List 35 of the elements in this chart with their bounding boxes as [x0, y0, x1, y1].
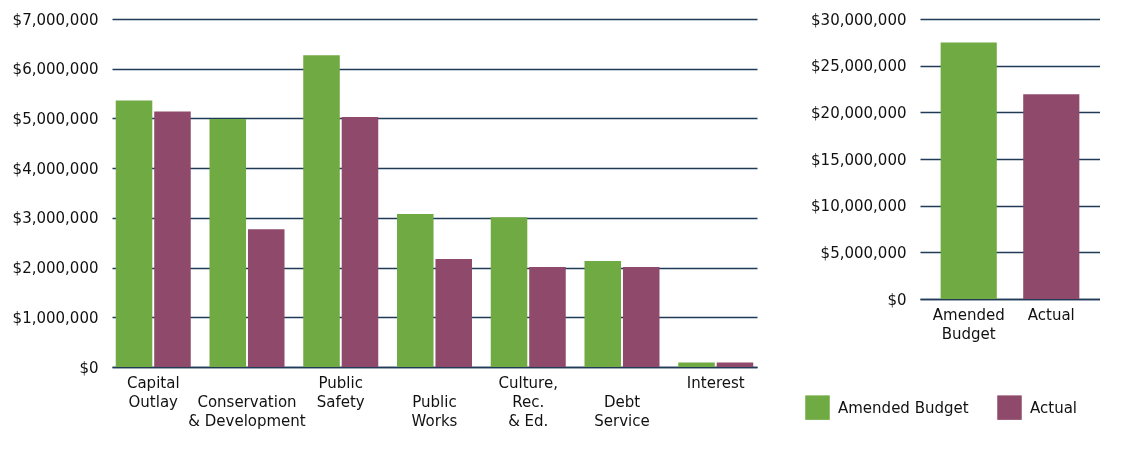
y-tick-label: $7,000,000 — [12, 10, 99, 29]
bar — [154, 111, 191, 367]
y-tick-label: $3,000,000 — [12, 209, 99, 228]
y-tick-label: $30,000,000 — [811, 10, 907, 29]
y-tick-label: $5,000,000 — [12, 109, 99, 128]
x-tick-label: Capital Outlay — [126, 373, 180, 411]
x-tick-label: Interest — [686, 373, 745, 392]
y-tick-label: $5,000,000 — [820, 243, 907, 262]
x-tick-label: Debt Service — [594, 392, 650, 430]
x-tick-label: Public Works — [411, 392, 458, 430]
y-tick-label: $15,000,000 — [811, 150, 907, 169]
bar — [303, 55, 340, 367]
bar — [584, 261, 622, 367]
y-tick-label: $2,000,000 — [12, 259, 99, 278]
bar — [529, 267, 566, 367]
y-tick-label: $20,000,000 — [811, 103, 907, 122]
bar — [209, 118, 247, 367]
y-tick-label: $1,000,000 — [12, 308, 99, 327]
y-tick-label: $4,000,000 — [12, 159, 99, 178]
y-tick-label: $25,000,000 — [811, 57, 907, 76]
bar — [341, 116, 379, 367]
y-tick-label: $6,000,000 — [12, 60, 99, 79]
y-tick-label: $10,000,000 — [811, 197, 907, 216]
bar — [435, 259, 472, 367]
bar — [247, 229, 285, 367]
x-tick-label: Public Safety — [316, 373, 365, 411]
bar — [115, 100, 153, 367]
x-tick-label: Conservation & Development — [188, 392, 306, 430]
bar — [678, 362, 715, 367]
y-tick-label: $0 — [79, 358, 99, 377]
y-tick-label: $0 — [887, 290, 907, 309]
x-tick-label: Culture, Rec. & Ed. — [498, 373, 558, 430]
bar — [397, 213, 434, 367]
bar — [622, 267, 660, 367]
bar — [490, 217, 528, 367]
